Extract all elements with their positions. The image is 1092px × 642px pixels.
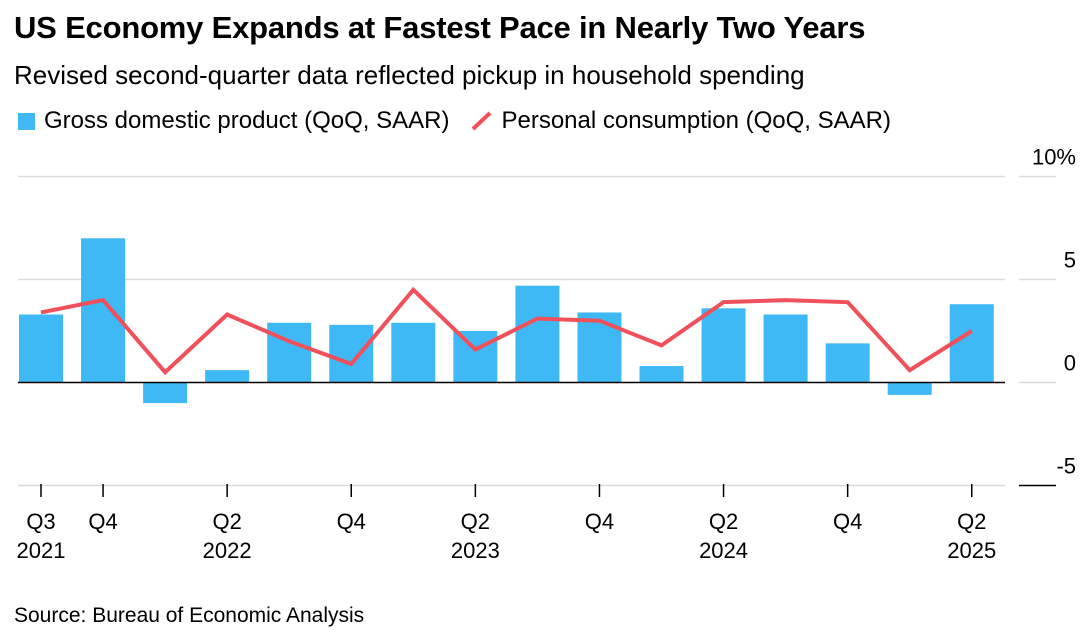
source-note: Source: Bureau of Economic Analysis [14, 604, 365, 627]
x-tick-label: Q4 [88, 509, 117, 534]
legend-swatch-gdp [18, 112, 35, 130]
legend-swatch-consumption [472, 111, 492, 131]
chart-subtitle: Revised second-quarter data reflected pi… [14, 60, 805, 90]
x-tick-label: Q2 [957, 509, 986, 534]
x-tick-year-label: 2022 [203, 538, 252, 563]
bar-gdp [329, 324, 374, 383]
bar-gdp [763, 314, 808, 383]
y-tick-label: -5 [1056, 454, 1076, 479]
line-personal-consumption [40, 286, 973, 376]
bar-gdp [143, 382, 188, 404]
bar-gdp [887, 382, 932, 395]
y-tick-label: 10% [1032, 145, 1076, 170]
y-tick-label: 0 [1064, 351, 1076, 376]
legend: Gross domestic product (QoQ, SAAR) Perso… [18, 107, 913, 135]
bar-gdp [701, 308, 746, 383]
chart-title: US Economy Expands at Fastest Pace in Ne… [14, 10, 866, 45]
x-tick-year-label: 2021 [17, 538, 66, 563]
legend-label-consumption: Personal consumption (QoQ, SAAR) [501, 107, 891, 134]
x-tick-label: Q2 [461, 509, 490, 534]
bar-gdp [577, 312, 622, 383]
x-tick-label: Q2 [212, 509, 241, 534]
bar-gdp [515, 285, 560, 383]
bar-gdp [267, 322, 312, 383]
x-tick-label: Q2 [709, 509, 738, 534]
y-tick-label: 5 [1064, 248, 1076, 273]
bar-gdp [453, 331, 498, 383]
x-tick-year-label: 2024 [699, 538, 748, 563]
x-tick-year-label: 2025 [947, 538, 996, 563]
bar-gdp [825, 343, 870, 383]
bar-gdp [949, 304, 994, 383]
bar-gdp [205, 370, 250, 383]
bar-gdp [391, 322, 436, 383]
bar-gdp [639, 366, 684, 383]
x-tick-label: Q4 [833, 509, 862, 534]
x-tick-label: Q4 [585, 509, 614, 534]
legend-label-gdp: Gross domestic product (QoQ, SAAR) [44, 107, 450, 134]
x-tick-label: Q4 [337, 509, 366, 534]
bar-gdp [81, 238, 126, 383]
x-tick-label: Q3 [26, 509, 55, 534]
legend-item-gdp: Gross domestic product (QoQ, SAAR) [18, 107, 449, 135]
legend-item-consumption: Personal consumption (QoQ, SAAR) [471, 107, 891, 135]
x-tick-year-label: 2023 [451, 538, 500, 563]
bar-gdp [19, 314, 63, 383]
